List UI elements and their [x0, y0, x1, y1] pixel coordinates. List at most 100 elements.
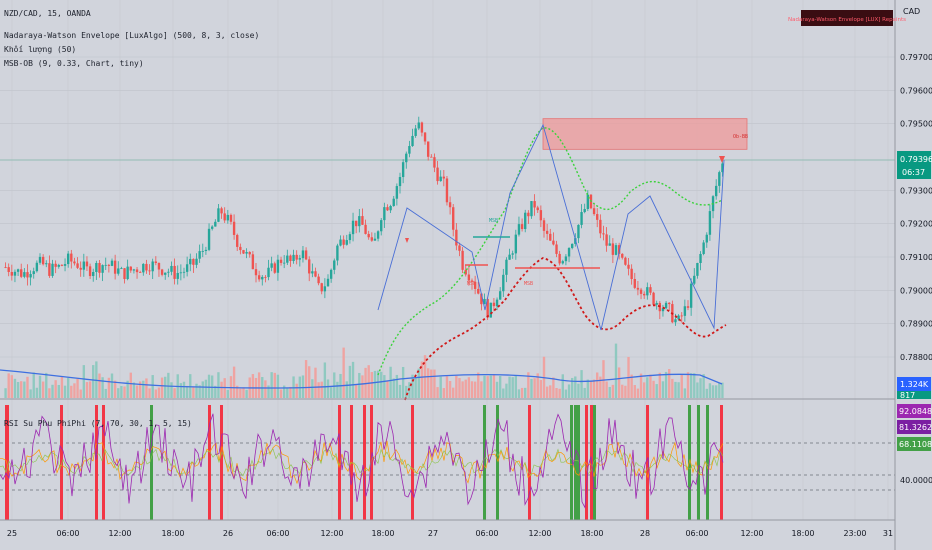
indicator-nwe[interactable]: Nadaraya-Watson Envelope [LuxAlgo] (500,…	[4, 31, 259, 40]
candle-body	[342, 239, 345, 245]
rsi-signal-green	[150, 405, 153, 520]
volume-bar	[45, 372, 48, 398]
rsi-signal-green	[483, 405, 486, 520]
volume-bar	[129, 372, 132, 398]
volume-bar	[668, 369, 671, 398]
candle-body	[167, 271, 170, 273]
candle-body	[414, 128, 417, 136]
candle-body	[264, 276, 267, 278]
candle-body	[630, 268, 633, 280]
rsi-signal-red	[363, 405, 366, 520]
time-axis[interactable]: 25 06:00 12:00 18:00 26 06:00 12:00 18:00 27 06:0…	[7, 529, 893, 538]
candle-body	[693, 275, 696, 284]
volume-bar	[13, 378, 17, 398]
candle-body	[98, 263, 101, 273]
volume-bar	[54, 380, 57, 398]
candle-body	[602, 233, 605, 235]
volume-bar	[580, 370, 583, 398]
volume-bar	[558, 388, 561, 398]
indicator-volume[interactable]: Khối lượng (50)	[4, 44, 76, 54]
volume-bar	[32, 372, 35, 398]
candle-body	[361, 216, 364, 225]
volume-bar	[426, 368, 430, 398]
candle-body	[586, 194, 590, 209]
volume-bar	[317, 382, 320, 398]
candle-body	[592, 208, 596, 215]
volume-bar	[301, 375, 305, 398]
candle-body	[92, 272, 95, 277]
volume-bar	[502, 388, 505, 398]
candle-body	[66, 253, 70, 265]
candle-body	[520, 224, 524, 230]
rsi-badge-3	[897, 437, 931, 451]
candle-body	[398, 177, 402, 187]
candle-body	[689, 283, 693, 308]
volume-bar	[414, 377, 417, 398]
time-tick: 31	[883, 529, 893, 538]
candle-body	[292, 254, 295, 261]
candle-body	[420, 122, 424, 133]
volume-bar	[530, 378, 533, 398]
volume-bar	[661, 381, 665, 398]
volume-bar	[329, 387, 333, 398]
candle-body	[668, 302, 671, 305]
volume-bar	[464, 379, 467, 398]
volume-bar	[608, 386, 611, 398]
candle-body	[117, 268, 120, 274]
candle-body	[530, 201, 533, 217]
rsi-badge-1	[897, 404, 931, 418]
rsi-line-purple	[0, 413, 724, 510]
candle-body	[542, 220, 546, 231]
indicator-msb-ob[interactable]: MSB-OB (9, 0.33, Chart, tiny)	[4, 59, 144, 68]
volume-bar	[342, 347, 345, 398]
time-tick: 12:00	[740, 529, 763, 538]
volume-bar	[192, 387, 195, 398]
rsi-signal-green	[706, 405, 709, 520]
candle-body	[251, 254, 255, 270]
candle-body	[539, 210, 543, 221]
volume-bar	[60, 376, 64, 398]
candle-body	[104, 264, 107, 266]
candle-body	[214, 221, 217, 227]
volume-bar	[489, 375, 492, 398]
candle-body	[583, 208, 586, 213]
volume-bar	[470, 381, 474, 398]
candle-body	[301, 250, 305, 259]
candle-body	[289, 255, 292, 261]
volume-bar	[217, 372, 220, 398]
candle-body	[376, 231, 380, 239]
time-tick: 28	[640, 529, 650, 538]
rsi-signal-red	[338, 405, 341, 520]
volume-bar	[508, 376, 511, 398]
candle-body	[492, 302, 496, 307]
volume-bar	[220, 381, 223, 398]
candle-body	[508, 254, 511, 260]
candle-body	[41, 256, 45, 265]
volume-bar	[282, 385, 286, 398]
volume-bar	[433, 369, 436, 398]
volume-bar	[398, 384, 402, 398]
rsi-title[interactable]: RSI Su Phu PhiPhi (7, 70, 30, 1, 5, 15)	[4, 419, 192, 428]
volume-bar	[170, 382, 173, 398]
price-axis[interactable]: 0.79700 0.79600 0.79500 0.79300 0.79200 0.791…	[900, 53, 932, 362]
candle-body	[311, 271, 314, 274]
candle-body	[204, 249, 208, 251]
candle-body	[242, 250, 245, 254]
candle-body	[220, 208, 223, 214]
volume-bar	[621, 384, 624, 398]
volume-bar	[79, 389, 82, 398]
candle-body	[179, 272, 183, 274]
volume-bar	[370, 371, 374, 398]
volume-bar	[264, 380, 267, 398]
volume-bar	[689, 373, 693, 398]
rsi-signal-red	[208, 405, 211, 520]
time-tick: 12:00	[528, 529, 551, 538]
candle-body	[624, 257, 627, 265]
candle-body	[683, 306, 687, 316]
volume-bar	[88, 381, 92, 398]
candle-body	[433, 157, 436, 168]
candle-body	[308, 259, 311, 274]
candle-body	[436, 167, 439, 182]
volume-bar	[480, 381, 483, 398]
